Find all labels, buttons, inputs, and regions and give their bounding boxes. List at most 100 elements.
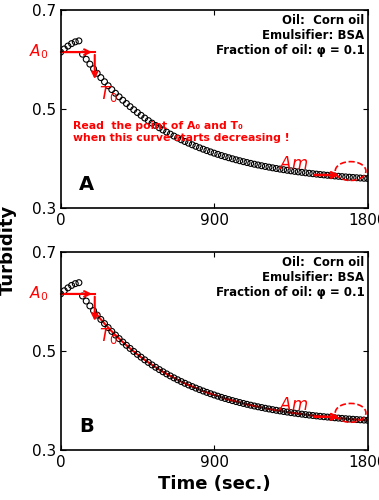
Point — [215, 150, 221, 158]
Point — [361, 416, 367, 424]
Point — [240, 400, 246, 407]
Point — [175, 134, 181, 142]
Point — [306, 170, 312, 177]
Point — [244, 400, 250, 408]
Point — [335, 414, 341, 422]
Point — [346, 415, 352, 423]
Point — [266, 405, 272, 413]
Point — [69, 282, 75, 290]
Point — [346, 173, 352, 181]
Point — [262, 404, 268, 412]
Point — [83, 297, 89, 305]
Point — [284, 408, 290, 416]
Point — [87, 60, 93, 68]
Point — [255, 161, 261, 169]
Point — [218, 152, 224, 160]
Point — [65, 42, 71, 50]
Point — [215, 392, 221, 400]
Point — [72, 38, 78, 46]
Point — [94, 311, 100, 319]
Point — [343, 173, 349, 181]
Point — [149, 361, 155, 369]
Point — [69, 40, 75, 48]
Point — [131, 106, 137, 114]
Point — [354, 416, 360, 424]
Point — [156, 366, 162, 374]
Point — [291, 409, 298, 417]
Point — [167, 130, 173, 138]
Point — [291, 168, 298, 175]
Point — [178, 378, 184, 386]
Point — [87, 302, 93, 310]
Point — [226, 154, 232, 162]
Point — [160, 126, 166, 134]
Point — [109, 86, 115, 94]
Point — [266, 163, 272, 171]
Text: A: A — [79, 176, 94, 195]
Point — [233, 398, 239, 406]
Point — [332, 172, 338, 180]
Point — [98, 74, 104, 82]
Point — [288, 408, 294, 416]
Point — [255, 403, 261, 411]
Point — [343, 414, 349, 422]
Point — [61, 45, 67, 53]
Point — [222, 152, 228, 160]
Point — [273, 164, 279, 172]
Point — [175, 376, 181, 384]
Point — [164, 128, 170, 136]
Point — [196, 386, 202, 394]
Point — [204, 146, 210, 154]
Point — [244, 158, 250, 166]
Point — [350, 174, 356, 182]
Point — [171, 374, 177, 382]
Point — [273, 406, 279, 414]
Point — [302, 169, 309, 177]
Point — [277, 407, 283, 415]
Point — [58, 48, 64, 56]
Point — [357, 416, 363, 424]
Point — [218, 394, 224, 402]
Point — [332, 414, 338, 422]
Point — [116, 93, 122, 101]
Text: $Am$: $Am$ — [279, 154, 309, 172]
Point — [317, 412, 323, 420]
Point — [211, 149, 217, 157]
Point — [357, 174, 363, 182]
Point — [229, 155, 235, 163]
Point — [321, 171, 327, 179]
Point — [134, 350, 140, 358]
Point — [153, 364, 159, 372]
Point — [138, 112, 144, 120]
Point — [124, 100, 130, 108]
Point — [76, 278, 82, 286]
Point — [109, 328, 115, 336]
Point — [313, 412, 319, 420]
Point — [134, 108, 140, 116]
Point — [145, 116, 151, 124]
Point — [186, 381, 191, 389]
Point — [200, 145, 206, 153]
Point — [189, 382, 195, 390]
Point — [284, 166, 290, 174]
Point — [120, 338, 126, 346]
Point — [306, 411, 312, 419]
Point — [72, 280, 78, 287]
Point — [58, 290, 64, 298]
Point — [295, 410, 301, 418]
Point — [178, 136, 184, 144]
Point — [236, 398, 243, 406]
Point — [350, 416, 356, 424]
Point — [247, 160, 254, 168]
Point — [258, 162, 265, 170]
Point — [335, 172, 341, 180]
Point — [127, 344, 133, 352]
Point — [113, 90, 119, 98]
Point — [251, 402, 257, 410]
Point — [295, 168, 301, 176]
Point — [236, 156, 243, 164]
Point — [193, 142, 199, 150]
Point — [354, 174, 360, 182]
Point — [207, 390, 213, 398]
Point — [233, 156, 239, 164]
